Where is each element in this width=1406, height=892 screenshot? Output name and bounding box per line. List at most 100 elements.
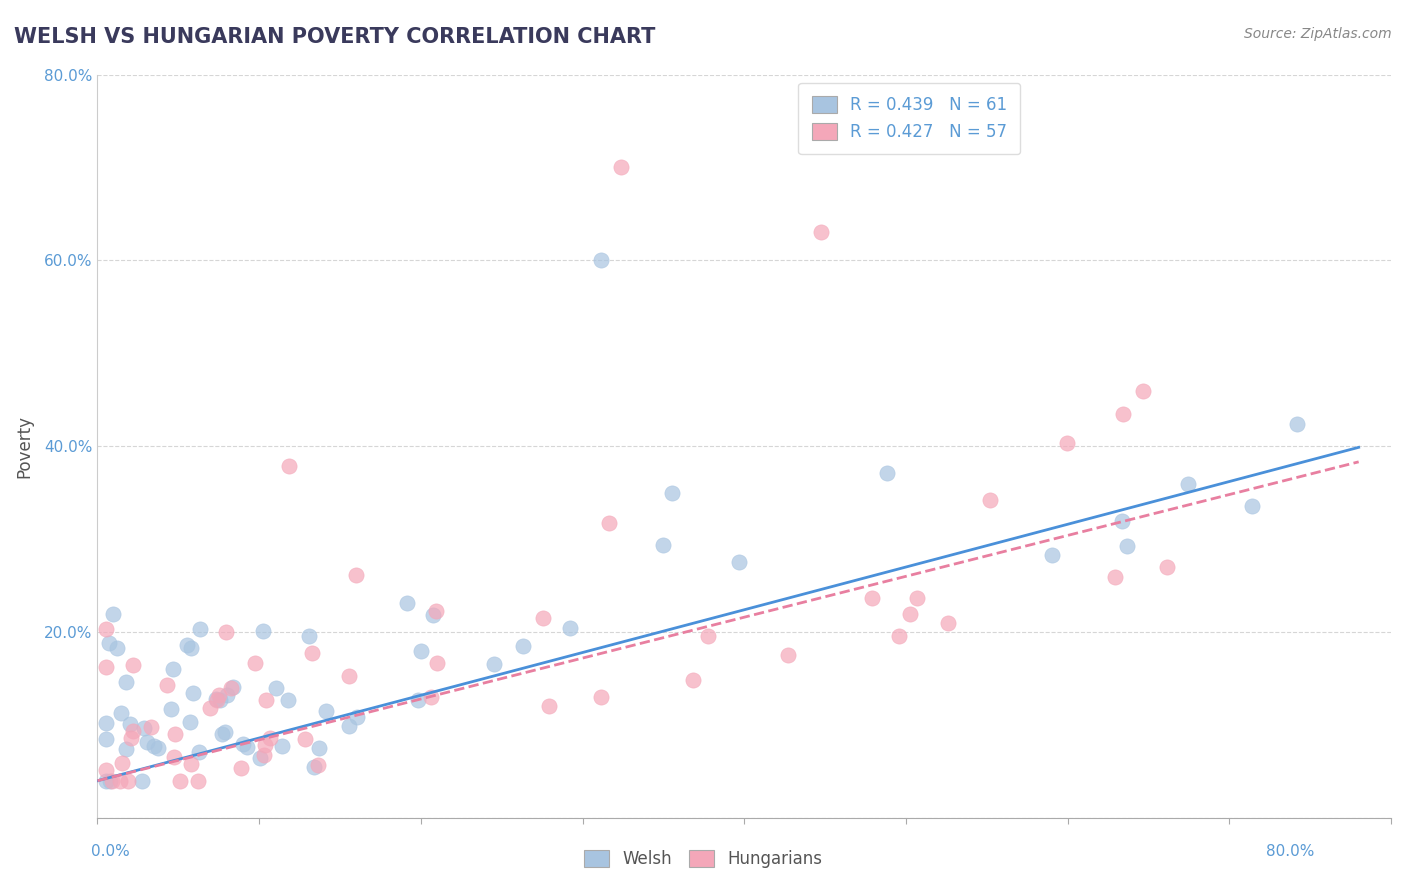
- Point: [117, 773, 139, 788]
- Point: [141, 720, 163, 734]
- Point: [661, 485, 683, 500]
- Point: [187, 773, 209, 788]
- Point: [146, 740, 169, 755]
- Point: [162, 662, 184, 676]
- Point: [1112, 407, 1135, 421]
- Point: [209, 693, 232, 707]
- Point: [337, 669, 360, 683]
- Y-axis label: Poverty: Poverty: [15, 415, 32, 478]
- Point: [165, 727, 187, 741]
- Point: [243, 656, 266, 670]
- Point: [1286, 417, 1309, 431]
- Point: [98, 773, 121, 788]
- Point: [229, 761, 252, 775]
- Point: [426, 656, 449, 670]
- Point: [259, 731, 281, 745]
- Point: [142, 739, 165, 754]
- Text: Source: ZipAtlas.com: Source: ZipAtlas.com: [1244, 27, 1392, 41]
- Point: [94, 623, 117, 637]
- Point: [122, 658, 145, 673]
- Point: [682, 673, 704, 688]
- Point: [205, 692, 228, 706]
- Point: [100, 773, 122, 788]
- Point: [776, 648, 799, 662]
- Point: [1240, 500, 1263, 514]
- Point: [205, 692, 228, 706]
- Point: [217, 688, 239, 702]
- Point: [294, 732, 316, 747]
- Point: [651, 538, 673, 552]
- Point: [94, 715, 117, 730]
- Point: [211, 727, 233, 741]
- Point: [409, 644, 432, 658]
- Point: [110, 706, 132, 720]
- Point: [1111, 514, 1133, 528]
- Point: [252, 624, 274, 638]
- Point: [425, 604, 447, 618]
- Point: [122, 723, 145, 738]
- Point: [810, 226, 832, 240]
- Point: [979, 493, 1001, 508]
- Point: [1116, 539, 1139, 553]
- Point: [278, 458, 301, 473]
- Point: [236, 739, 259, 754]
- Point: [219, 681, 242, 695]
- Point: [169, 773, 191, 788]
- Point: [598, 516, 620, 531]
- Point: [156, 678, 179, 692]
- Point: [889, 629, 911, 643]
- Point: [420, 690, 443, 704]
- Point: [120, 717, 142, 731]
- Point: [512, 640, 534, 654]
- Point: [160, 702, 183, 716]
- Legend: R = 0.439   N = 61, R = 0.427   N = 57: R = 0.439 N = 61, R = 0.427 N = 57: [799, 83, 1021, 154]
- Point: [105, 640, 128, 655]
- Point: [1056, 436, 1078, 450]
- Point: [179, 714, 201, 729]
- Point: [395, 595, 418, 609]
- Point: [254, 693, 277, 707]
- Point: [1132, 384, 1154, 398]
- Point: [108, 773, 131, 788]
- Point: [215, 624, 238, 639]
- Point: [876, 466, 898, 480]
- Point: [344, 568, 367, 582]
- Point: [180, 640, 202, 655]
- Point: [163, 750, 186, 764]
- Point: [589, 690, 612, 705]
- Point: [131, 773, 153, 788]
- Point: [188, 622, 211, 636]
- Point: [1040, 549, 1063, 563]
- Point: [1156, 560, 1178, 574]
- Point: [200, 701, 222, 715]
- Point: [120, 731, 142, 745]
- Point: [697, 629, 720, 643]
- Point: [115, 675, 138, 690]
- Point: [591, 253, 613, 268]
- Point: [308, 741, 330, 756]
- Point: [337, 719, 360, 733]
- Point: [264, 681, 287, 695]
- Point: [406, 693, 429, 707]
- Point: [181, 685, 204, 699]
- Point: [101, 607, 124, 621]
- Point: [537, 699, 560, 714]
- Point: [253, 747, 276, 762]
- Point: [860, 591, 883, 606]
- Point: [422, 607, 444, 622]
- Point: [98, 635, 121, 649]
- Point: [346, 710, 368, 724]
- Point: [898, 607, 921, 622]
- Point: [482, 657, 505, 671]
- Point: [94, 659, 117, 673]
- Point: [249, 751, 271, 765]
- Point: [1177, 476, 1199, 491]
- Point: [1104, 570, 1126, 584]
- Point: [315, 704, 337, 718]
- Point: [301, 646, 323, 660]
- Point: [905, 591, 928, 605]
- Point: [560, 621, 582, 635]
- Point: [115, 742, 138, 756]
- Point: [214, 725, 236, 739]
- Point: [222, 680, 245, 694]
